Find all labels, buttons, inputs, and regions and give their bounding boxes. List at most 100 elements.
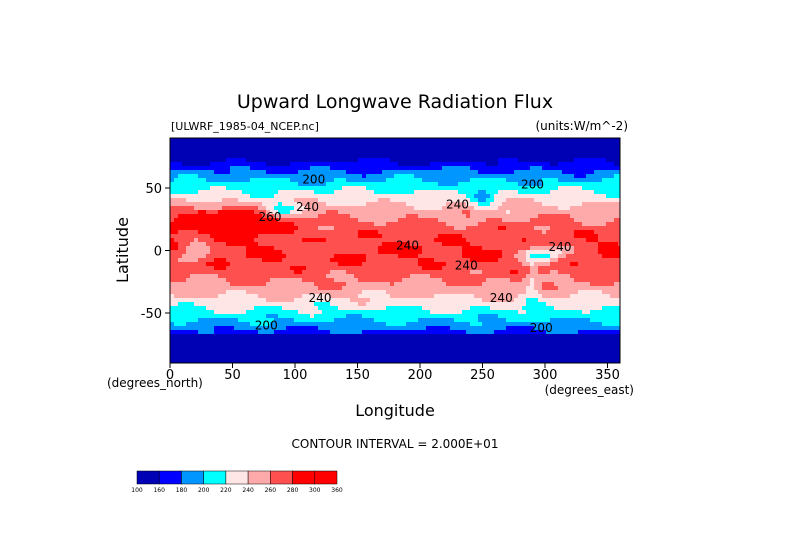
field-cell <box>190 162 194 166</box>
field-cell <box>230 166 234 170</box>
field-cell <box>578 138 582 142</box>
field-cell <box>538 266 542 270</box>
field-cell <box>382 194 386 198</box>
field-cell <box>186 314 190 318</box>
field-cell <box>210 246 214 250</box>
field-cell <box>378 246 382 250</box>
field-cell <box>238 314 242 318</box>
field-cell <box>550 254 554 258</box>
field-cell <box>582 270 586 274</box>
field-cell <box>178 150 182 154</box>
field-cell <box>574 218 578 222</box>
field-cell <box>606 266 610 270</box>
field-cell <box>334 170 338 174</box>
field-cell <box>274 294 278 298</box>
field-cell <box>494 206 498 210</box>
field-cell <box>506 146 510 150</box>
field-cell <box>610 270 614 274</box>
field-cell <box>522 154 526 158</box>
field-cell <box>182 190 186 194</box>
field-cell <box>190 206 194 210</box>
field-cell <box>318 154 322 158</box>
field-cell <box>190 262 194 266</box>
field-cell <box>542 238 546 242</box>
field-cell <box>506 238 510 242</box>
field-cell <box>518 214 522 218</box>
field-cell <box>298 166 302 170</box>
field-cell <box>302 170 306 174</box>
field-cell <box>346 290 350 294</box>
field-cell <box>418 250 422 254</box>
field-cell <box>182 286 186 290</box>
field-cell <box>446 186 450 190</box>
field-cell <box>182 314 186 318</box>
field-cell <box>514 254 518 258</box>
field-cell <box>546 258 550 262</box>
field-cell <box>510 194 514 198</box>
field-cell <box>558 138 562 142</box>
field-cell <box>250 138 254 142</box>
field-cell <box>370 230 374 234</box>
field-cell <box>230 294 234 298</box>
field-cell <box>402 158 406 162</box>
field-cell <box>558 234 562 238</box>
field-cell <box>470 242 474 246</box>
field-cell <box>470 250 474 254</box>
field-cell <box>282 174 286 178</box>
field-cell <box>494 218 498 222</box>
field-cell <box>522 178 526 182</box>
field-cell <box>330 162 334 166</box>
field-cell <box>522 158 526 162</box>
field-cell <box>266 270 270 274</box>
field-cell <box>274 298 278 302</box>
field-cell <box>566 274 570 278</box>
field-cell <box>386 150 390 154</box>
field-cell <box>490 234 494 238</box>
field-cell <box>314 306 318 310</box>
field-cell <box>578 174 582 178</box>
field-cell <box>226 182 230 186</box>
field-cell <box>510 190 514 194</box>
field-cell <box>410 218 414 222</box>
field-cell <box>610 138 614 142</box>
field-cell <box>254 298 258 302</box>
field-cell <box>610 178 614 182</box>
field-cell <box>386 230 390 234</box>
field-cell <box>254 270 258 274</box>
field-cell <box>198 290 202 294</box>
field-cell <box>278 294 282 298</box>
field-cell <box>398 310 402 314</box>
field-cell <box>386 142 390 146</box>
field-cell <box>346 142 350 146</box>
field-cell <box>398 178 402 182</box>
field-cell <box>334 158 338 162</box>
field-cell <box>478 210 482 214</box>
field-cell <box>306 270 310 274</box>
field-cell <box>518 158 522 162</box>
field-cell <box>530 278 534 282</box>
field-cell <box>426 266 430 270</box>
field-cell <box>474 290 478 294</box>
field-cell <box>546 138 550 142</box>
field-cell <box>486 258 490 262</box>
field-cell <box>274 146 278 150</box>
field-cell <box>338 230 342 234</box>
field-cell <box>386 290 390 294</box>
field-cell <box>614 182 618 186</box>
field-cell <box>262 290 266 294</box>
field-cell <box>506 262 510 266</box>
field-cell <box>338 150 342 154</box>
field-cell <box>498 266 502 270</box>
field-cell <box>454 190 458 194</box>
field-cell <box>398 218 402 222</box>
field-cell <box>450 194 454 198</box>
field-cell <box>434 254 438 258</box>
field-cell <box>594 146 598 150</box>
field-cell <box>618 234 620 238</box>
field-cell <box>346 222 350 226</box>
field-cell <box>594 254 598 258</box>
field-cell <box>582 194 586 198</box>
field-cell <box>398 210 402 214</box>
field-cell <box>550 282 554 286</box>
field-cell <box>594 234 598 238</box>
